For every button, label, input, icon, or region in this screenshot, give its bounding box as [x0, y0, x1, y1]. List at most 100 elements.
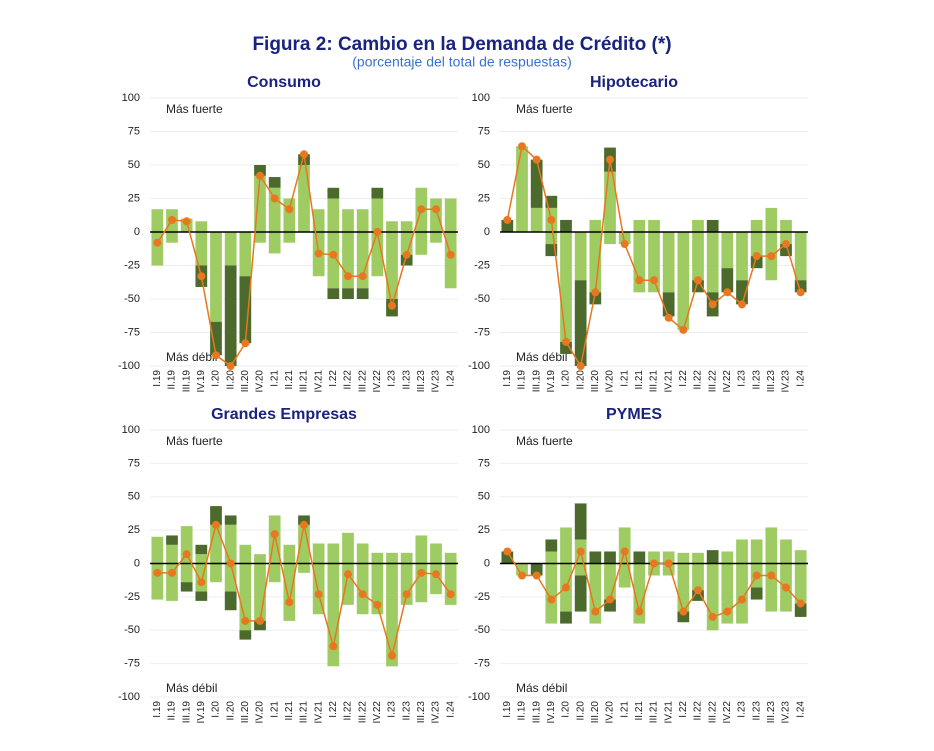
x-tick-label: IV.22 [722, 701, 733, 724]
x-tick-label: II.23 [751, 370, 762, 390]
bar-segment [342, 563, 354, 605]
y-tick-label: -25 [474, 259, 490, 271]
bar-segment [166, 232, 178, 243]
bar-segment [618, 527, 631, 564]
net-marker [738, 595, 746, 604]
net-marker [518, 142, 526, 151]
bar-segment [721, 551, 734, 564]
bar-segment [180, 218, 193, 232]
net-marker [270, 194, 279, 203]
bar-segment [750, 219, 763, 232]
bar-segment [604, 551, 616, 564]
x-tick-label: III.22 [357, 701, 368, 724]
y-tick-label: 25 [478, 192, 490, 204]
net-marker [518, 571, 526, 580]
x-tick-label: II.20 [225, 701, 236, 721]
bar-segment [224, 232, 237, 266]
net-marker [153, 568, 162, 577]
bar-segment [195, 563, 208, 592]
x-tick-label: IV.20 [255, 370, 266, 393]
net-marker [182, 550, 191, 559]
net-marker [329, 250, 338, 259]
x-tick-label: II.21 [284, 701, 295, 721]
net-marker [782, 583, 790, 592]
bar-segment [736, 280, 748, 305]
bar-segment [254, 554, 266, 564]
x-tick-label: II.22 [343, 701, 354, 721]
net-marker [606, 155, 614, 164]
net-marker [723, 288, 732, 297]
bar-segment [195, 544, 208, 555]
bar-segment [530, 563, 543, 576]
bar-segment [298, 563, 310, 573]
net-marker [694, 276, 702, 285]
bar-segment [692, 280, 704, 293]
net-marker [679, 607, 688, 616]
net-marker [576, 547, 585, 556]
bar-segment [415, 535, 428, 564]
bar-segment [589, 563, 602, 624]
bar-segment [371, 198, 384, 232]
y-tick-label: -50 [474, 293, 490, 305]
bar-segment [283, 544, 296, 564]
bar-segment [415, 563, 428, 603]
bar-segment [239, 276, 252, 344]
net-marker [723, 607, 732, 616]
x-tick-label: II.21 [634, 370, 645, 390]
y-tick-label: -25 [124, 591, 140, 603]
x-tick-label: IV.20 [255, 701, 266, 724]
x-tick-label: II.23 [401, 370, 412, 390]
net-marker [532, 155, 541, 164]
x-tick-label: III.21 [299, 370, 310, 393]
net-marker [547, 595, 556, 604]
bar-segment [692, 232, 704, 281]
bar-segment [721, 232, 734, 269]
bar-segment [560, 527, 572, 564]
bar-segment [721, 268, 734, 293]
bar-segment [677, 232, 690, 330]
bar-segment [371, 232, 384, 277]
bar-segment [239, 563, 252, 631]
net-marker [606, 595, 614, 604]
bar-segment [400, 563, 413, 605]
x-tick-label: I.19 [152, 701, 163, 718]
x-tick-label: I.19 [152, 370, 163, 387]
bar-segment [444, 552, 457, 564]
bar-segment [765, 527, 778, 564]
bar-segment [692, 563, 704, 591]
bar-segment [648, 551, 660, 564]
bar-segment [268, 187, 281, 232]
x-tick-label: I.24 [795, 370, 806, 387]
y-tick-label: 0 [134, 226, 140, 238]
annotation: Más débil [516, 681, 567, 695]
annotation: Más débil [166, 681, 217, 695]
net-marker [402, 250, 411, 259]
x-tick-label: I.19 [502, 370, 513, 387]
bar-segment [604, 563, 616, 600]
net-marker [708, 300, 717, 309]
net-marker [708, 612, 717, 621]
x-tick-label: II.22 [693, 701, 704, 721]
bar-segment [268, 232, 281, 254]
x-tick-label: I.20 [561, 370, 572, 387]
bar-segment [794, 603, 807, 617]
net-marker [300, 520, 308, 529]
bar-segment [692, 552, 704, 564]
bar-segment [501, 551, 514, 564]
y-tick-label: 75 [128, 457, 140, 469]
x-tick-label: IV.22 [372, 701, 383, 724]
y-tick-label: 75 [128, 125, 140, 137]
bar-segment [633, 219, 646, 232]
net-marker [576, 362, 585, 370]
bar-segment [356, 543, 369, 564]
bar-segment [444, 198, 457, 232]
net-marker [752, 252, 761, 261]
x-tick-label: II.23 [751, 701, 762, 721]
net-marker [388, 301, 396, 310]
bar-segment [633, 551, 646, 564]
bar-segment [151, 209, 164, 232]
bar-segment [386, 221, 398, 232]
net-marker [650, 559, 658, 568]
x-tick-label: I.22 [678, 370, 689, 387]
bar-segment [574, 503, 587, 540]
